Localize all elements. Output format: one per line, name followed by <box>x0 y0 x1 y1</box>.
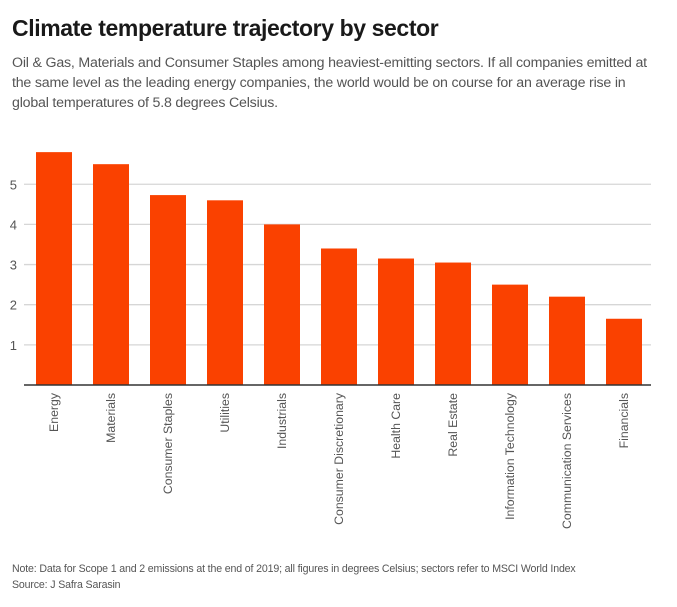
y-tick-label: 2 <box>10 298 17 313</box>
source-credit: Source: J Safra Sarasin <box>12 579 121 591</box>
x-tick-label: Financials <box>617 393 631 448</box>
footnote: Note: Data for Scope 1 and 2 emissions a… <box>12 563 576 575</box>
bar-consumer-discretionary <box>321 248 357 385</box>
y-tick-label: 3 <box>10 258 17 273</box>
x-tick-label: Real Estate <box>446 393 460 457</box>
bar-materials <box>93 164 129 385</box>
x-tick-label: Consumer Discretionary <box>332 392 346 525</box>
x-tick-label: Materials <box>104 393 118 443</box>
x-tick-label: Communication Services <box>560 393 574 529</box>
bar-communication-services <box>549 296 585 385</box>
x-tick-label: Energy <box>47 392 61 432</box>
x-tick-label: Consumer Staples <box>161 393 175 494</box>
x-tick-label: Utilities <box>218 393 232 433</box>
bar-real-estate <box>435 262 471 385</box>
y-tick-label: 4 <box>10 217 17 232</box>
chart-subtitle: Oil & Gas, Materials and Consumer Staple… <box>12 55 647 111</box>
x-axis-labels: Energy Materials Consumer Staples Utilities… <box>47 392 631 529</box>
bar-health-care <box>378 258 414 385</box>
x-tick-label: Industrials <box>275 393 289 449</box>
y-tick-label: 5 <box>10 177 17 192</box>
bar-information-technology <box>492 284 528 385</box>
bar-financials <box>606 318 642 385</box>
x-tick-label: Information Technology <box>503 392 517 520</box>
bar-chart: 1 2 3 4 5 Energy Materials Consumer Staples Uti… <box>10 152 651 529</box>
bar-industrials <box>264 224 300 385</box>
y-tick-label: 1 <box>10 338 17 353</box>
chart-title: Climate temperature trajectory by sector <box>12 15 439 41</box>
bar-energy <box>36 152 72 385</box>
footer: Note: Data for Scope 1 and 2 emissions a… <box>12 561 576 593</box>
y-axis-ticks: 1 2 3 4 5 <box>10 177 17 353</box>
bars <box>36 152 642 385</box>
x-tick-label: Health Care <box>389 393 403 459</box>
bar-consumer-staples <box>150 195 186 385</box>
bar-utilities <box>207 200 243 385</box>
